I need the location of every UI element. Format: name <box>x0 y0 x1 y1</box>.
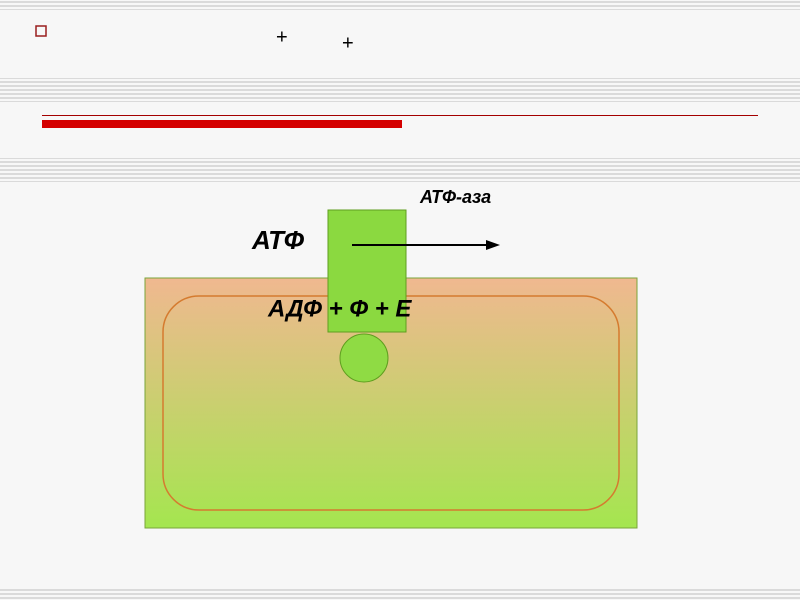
bullet-icon <box>36 26 46 36</box>
label-atp: АТФ <box>251 225 305 255</box>
label-equation: АДФ + Ф + Е <box>267 295 412 322</box>
red-bar <box>42 120 402 128</box>
vesicle-circle <box>340 334 388 382</box>
hatch-band <box>0 78 800 102</box>
hatch-band <box>0 0 800 10</box>
hatch-band <box>0 158 800 182</box>
reaction-arrow-head <box>486 240 500 250</box>
label-enzyme: АТФ-аза <box>419 187 491 207</box>
diagram-svg: + + АТФ-аза АТФ АДФ + Ф + Е <box>0 0 800 600</box>
thin-red-line <box>42 115 758 116</box>
plus-mark: + <box>342 32 354 54</box>
hatch-band <box>0 588 800 600</box>
plus-mark: + <box>276 26 288 48</box>
diagram-stage: + + АТФ-аза АТФ АДФ + Ф + Е <box>0 0 800 600</box>
